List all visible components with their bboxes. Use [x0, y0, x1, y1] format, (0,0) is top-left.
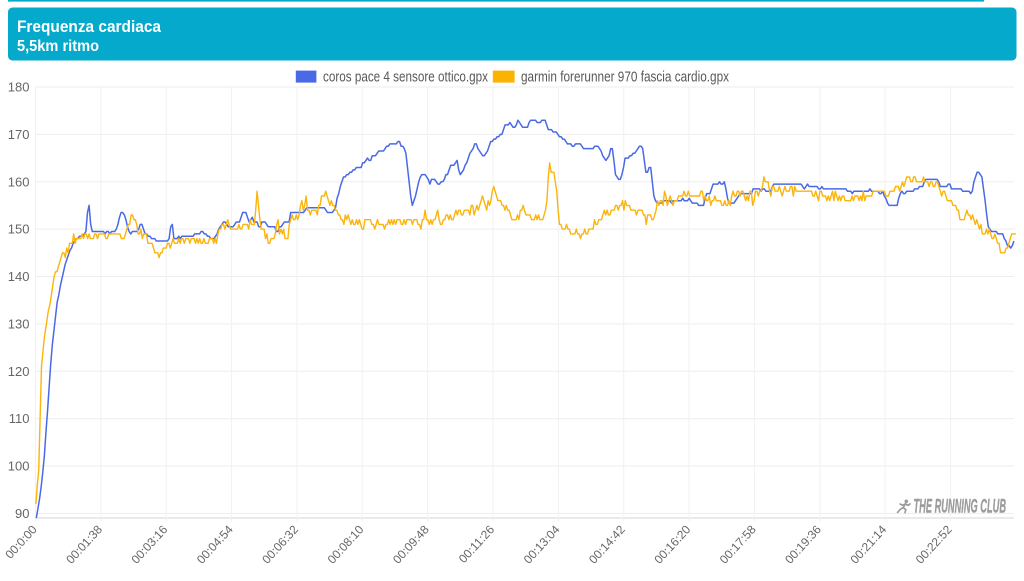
svg-text:140: 140 [8, 269, 30, 284]
svg-text:Frequenza cardiaca: Frequenza cardiaca [17, 18, 162, 36]
svg-text:170: 170 [8, 127, 30, 142]
svg-text:160: 160 [8, 174, 30, 189]
svg-text:110: 110 [9, 411, 30, 426]
svg-text:90: 90 [15, 506, 29, 521]
svg-text:180: 180 [8, 80, 30, 95]
svg-text:coros pace 4 sensore ottico.gp: coros pace 4 sensore ottico.gpx [323, 69, 489, 85]
svg-text:120: 120 [8, 364, 30, 379]
svg-text:150: 150 [8, 222, 30, 237]
svg-text:100: 100 [8, 459, 30, 474]
svg-text:5,5km ritmo: 5,5km ritmo [17, 38, 99, 55]
svg-text:THE RUNNING CLUB: THE RUNNING CLUB [914, 497, 1007, 518]
svg-text:garmin forerunner 970 fascia c: garmin forerunner 970 fascia cardio.gpx [521, 69, 730, 85]
svg-text:130: 130 [8, 317, 30, 332]
